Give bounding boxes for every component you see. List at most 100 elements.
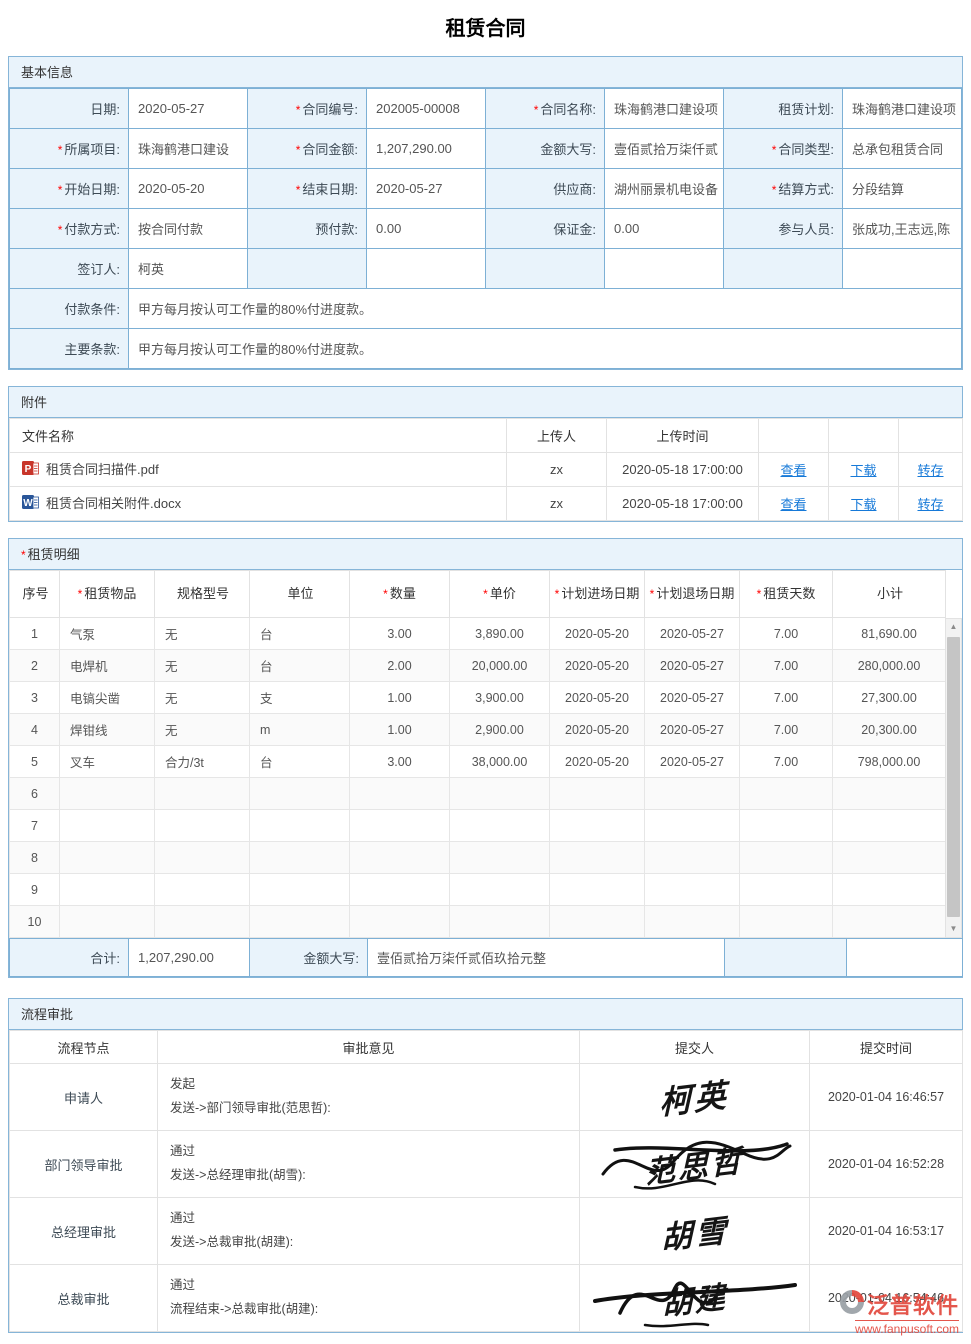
plan-end-cell[interactable] [644, 809, 740, 842]
plan-end-cell[interactable] [644, 841, 740, 874]
unit-cell[interactable]: 台 [249, 649, 350, 682]
unit-cell[interactable] [249, 777, 350, 810]
field-value-prepayment[interactable]: 0.00 [366, 208, 486, 249]
scroll-thumb[interactable] [947, 637, 960, 917]
field-value-payment-terms[interactable]: 甲方每月按认可工作量的80%付进度款。 [128, 288, 962, 329]
view-link[interactable]: 查看 [780, 497, 807, 512]
qty-cell[interactable] [349, 841, 450, 874]
item-cell[interactable]: 气泵 [59, 617, 155, 650]
item-cell[interactable] [59, 809, 155, 842]
field-value-contract-type[interactable]: 总承包租赁合同 [842, 128, 962, 169]
days-cell[interactable] [739, 905, 833, 938]
qty-cell[interactable]: 1.00 [349, 713, 450, 746]
field-value-amount-words[interactable]: 壹佰贰拾万柒仟贰 [604, 128, 724, 169]
spec-cell[interactable] [154, 841, 250, 874]
spec-cell[interactable] [154, 809, 250, 842]
unit-cell[interactable] [249, 841, 350, 874]
days-cell[interactable]: 7.00 [739, 649, 833, 682]
plan-start-cell[interactable]: 2020-05-20 [549, 617, 645, 650]
price-cell[interactable] [449, 841, 550, 874]
days-cell[interactable] [739, 777, 833, 810]
field-value-contract-no[interactable]: 202005-00008 [366, 88, 486, 129]
download-link[interactable]: 下载 [850, 463, 877, 478]
spec-cell[interactable] [154, 905, 250, 938]
qty-cell[interactable] [349, 873, 450, 906]
qty-cell[interactable]: 3.00 [349, 745, 450, 778]
spec-cell[interactable] [154, 873, 250, 906]
qty-cell[interactable] [349, 777, 450, 810]
spec-cell[interactable]: 合力/3t [154, 745, 250, 778]
save-as-link[interactable]: 转存 [917, 497, 944, 512]
view-link[interactable]: 查看 [780, 463, 807, 478]
field-value-contract-name[interactable]: 珠海鹤港口建设项 [604, 88, 724, 129]
price-cell[interactable] [449, 905, 550, 938]
price-cell[interactable] [449, 809, 550, 842]
download-link[interactable]: 下载 [850, 497, 877, 512]
plan-end-cell[interactable] [644, 873, 740, 906]
plan-start-cell[interactable] [549, 809, 645, 842]
field-value-signer[interactable]: 柯英 [128, 248, 248, 289]
qty-cell[interactable]: 2.00 [349, 649, 450, 682]
price-cell[interactable]: 38,000.00 [449, 745, 550, 778]
field-value-participants[interactable]: 张成功,王志远,陈 [842, 208, 962, 249]
days-cell[interactable]: 7.00 [739, 681, 833, 714]
qty-cell[interactable]: 3.00 [349, 617, 450, 650]
spec-cell[interactable]: 无 [154, 713, 250, 746]
unit-cell[interactable] [249, 905, 350, 938]
price-cell[interactable]: 2,900.00 [449, 713, 550, 746]
plan-end-cell[interactable] [644, 905, 740, 938]
item-cell[interactable]: 焊钳线 [59, 713, 155, 746]
plan-start-cell[interactable]: 2020-05-20 [549, 681, 645, 714]
qty-cell[interactable] [349, 905, 450, 938]
item-cell[interactable]: 叉车 [59, 745, 155, 778]
field-value-payment-method[interactable]: 按合同付款 [128, 208, 248, 249]
field-value-supplier[interactable]: 湖州丽景机电设备 [604, 168, 724, 209]
plan-end-cell[interactable]: 2020-05-27 [644, 745, 740, 778]
detail-scrollbar[interactable]: ▲ ▼ [945, 618, 962, 938]
field-value-amount[interactable]: 1,207,290.00 [366, 128, 486, 169]
plan-start-cell[interactable] [549, 905, 645, 938]
days-cell[interactable] [739, 873, 833, 906]
qty-cell[interactable]: 1.00 [349, 681, 450, 714]
field-value-main-terms[interactable]: 甲方每月按认可工作量的80%付进度款。 [128, 328, 962, 369]
field-value-end-date[interactable]: 2020-05-27 [366, 168, 486, 209]
spec-cell[interactable] [154, 777, 250, 810]
price-cell[interactable] [449, 873, 550, 906]
unit-cell[interactable] [249, 873, 350, 906]
item-cell[interactable] [59, 873, 155, 906]
plan-end-cell[interactable]: 2020-05-27 [644, 649, 740, 682]
days-cell[interactable]: 7.00 [739, 713, 833, 746]
qty-cell[interactable] [349, 809, 450, 842]
watermark-url[interactable]: www.fanpusoft.com [854, 1320, 959, 1336]
plan-start-cell[interactable]: 2020-05-20 [549, 649, 645, 682]
price-cell[interactable] [449, 777, 550, 810]
plan-end-cell[interactable]: 2020-05-27 [644, 617, 740, 650]
plan-end-cell[interactable] [644, 777, 740, 810]
file-name[interactable]: 租赁合同相关附件.docx [46, 496, 182, 511]
item-cell[interactable]: 电镐尖凿 [59, 681, 155, 714]
unit-cell[interactable]: 台 [249, 745, 350, 778]
field-value-settlement[interactable]: 分段结算 [842, 168, 962, 209]
field-value-deposit[interactable]: 0.00 [604, 208, 724, 249]
price-cell[interactable]: 20,000.00 [449, 649, 550, 682]
save-as-link[interactable]: 转存 [917, 463, 944, 478]
scroll-up-arrow[interactable]: ▲ [946, 619, 961, 635]
days-cell[interactable]: 7.00 [739, 745, 833, 778]
unit-cell[interactable]: 台 [249, 617, 350, 650]
field-value-start-date[interactable]: 2020-05-20 [128, 168, 248, 209]
plan-start-cell[interactable]: 2020-05-20 [549, 713, 645, 746]
item-cell[interactable]: 电焊机 [59, 649, 155, 682]
field-value-date[interactable]: 2020-05-27 [128, 88, 248, 129]
field-value-project[interactable]: 珠海鹤港口建设 [128, 128, 248, 169]
plan-start-cell[interactable] [549, 777, 645, 810]
file-name[interactable]: 租赁合同扫描件.pdf [46, 462, 159, 477]
days-cell[interactable] [739, 841, 833, 874]
price-cell[interactable]: 3,890.00 [449, 617, 550, 650]
unit-cell[interactable] [249, 809, 350, 842]
spec-cell[interactable]: 无 [154, 681, 250, 714]
item-cell[interactable] [59, 841, 155, 874]
days-cell[interactable] [739, 809, 833, 842]
item-cell[interactable] [59, 905, 155, 938]
spec-cell[interactable]: 无 [154, 617, 250, 650]
plan-start-cell[interactable] [549, 873, 645, 906]
